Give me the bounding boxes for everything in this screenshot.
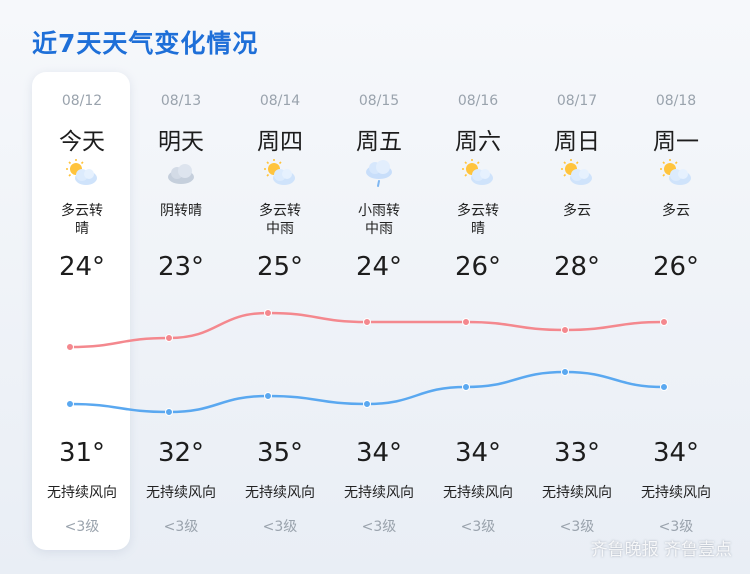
high-temp: 25° [256, 252, 304, 282]
wind-direction: 无持续风向 [344, 485, 414, 501]
wind-direction: 无持续风向 [146, 485, 216, 501]
wind-level: <3级 [559, 519, 595, 535]
condition-label: 多云 [563, 203, 591, 219]
condition-label: 阴转晴 [160, 203, 202, 219]
condition-label: 多云转晴 [457, 203, 499, 237]
condition-label: 多云 [662, 203, 690, 219]
light-rain-icon [362, 158, 396, 188]
day-column: 08/16 周六多云转晴 26° 34° 无持续风向 <3级 [428, 72, 528, 550]
low-temp: 35° [256, 438, 304, 468]
low-temp: 34° [652, 438, 700, 468]
low-temp: 33° [553, 438, 601, 468]
date-label: 08/17 [556, 93, 598, 109]
day-label: 周六 [455, 129, 501, 155]
day-column: 08/17 周日多云 28° 33° 无持续风向 <3级 [527, 72, 627, 550]
high-temp: 23° [157, 252, 205, 282]
partly-cloudy-icon [659, 158, 693, 188]
day-label: 周五 [356, 129, 402, 155]
high-temp: 28° [553, 252, 601, 282]
low-temp: 31° [58, 438, 106, 468]
wind-level: <3级 [163, 519, 199, 535]
wind-level: <3级 [262, 519, 298, 535]
high-temp: 26° [652, 252, 700, 282]
date-label: 08/12 [61, 93, 103, 109]
wind-level: <3级 [460, 519, 496, 535]
day-column: 08/14 周四多云转 中雨 25° 35° 无持续风向 <3级 [230, 72, 330, 550]
day-label: 周四 [257, 129, 303, 155]
condition-label: 多云转 中雨 [259, 203, 301, 237]
wind-direction: 无持续风向 [443, 485, 513, 501]
partly-cloudy-icon [263, 158, 297, 188]
day-column: 08/12 今天多云转晴 24° 31° 无持续风向 <3级 [32, 72, 132, 550]
high-temp: 26° [454, 252, 502, 282]
partly-cloudy-icon [560, 158, 594, 188]
day-label: 周日 [554, 129, 600, 155]
day-label: 明天 [158, 129, 204, 155]
wind-level: <3级 [658, 519, 694, 535]
day-column: 08/13 明天阴转晴 23° 32° 无持续风向 <3级 [131, 72, 231, 550]
day-label: 今天 [59, 129, 105, 155]
wind-direction: 无持续风向 [641, 485, 711, 501]
low-temp: 32° [157, 438, 205, 468]
page-title: 近7天天气变化情况 [32, 29, 259, 58]
condition-label: 小雨转 中雨 [358, 203, 400, 237]
day-column: 08/18 周一多云 26° 34° 无持续风向 <3级 [626, 72, 726, 550]
low-temp: 34° [355, 438, 403, 468]
date-label: 08/16 [457, 93, 499, 109]
day-label: 周一 [653, 129, 699, 155]
wind-direction: 无持续风向 [245, 485, 315, 501]
wind-level: <3级 [361, 519, 397, 535]
date-label: 08/13 [160, 93, 202, 109]
condition-label: 多云转晴 [61, 203, 103, 237]
partly-cloudy-icon [65, 158, 99, 188]
low-temp: 34° [454, 438, 502, 468]
partly-cloudy-icon [461, 158, 495, 188]
overcast-icon [164, 158, 198, 188]
day-column: 08/15 周五小雨转 中雨 24° 34° 无持续风向 <3级 [329, 72, 429, 550]
wind-direction: 无持续风向 [542, 485, 612, 501]
high-temp: 24° [355, 252, 403, 282]
date-label: 08/18 [655, 93, 697, 109]
watermark: 齐鲁晚报 齐鲁壹点 [590, 540, 732, 560]
today-card [32, 72, 130, 550]
date-label: 08/14 [259, 93, 301, 109]
wind-direction: 无持续风向 [47, 485, 117, 501]
high-temp: 24° [58, 252, 106, 282]
wind-level: <3级 [64, 519, 100, 535]
date-label: 08/15 [358, 93, 400, 109]
